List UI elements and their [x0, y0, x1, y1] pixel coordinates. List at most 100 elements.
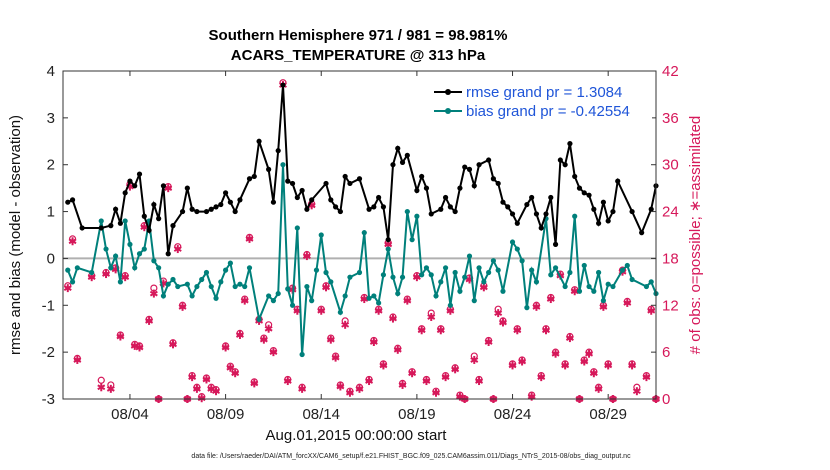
bias-point [294, 225, 300, 231]
bias-point [419, 272, 425, 278]
obs-assimilated-point [102, 270, 111, 279]
rmse-point [127, 178, 133, 184]
obs-assimilated-point [212, 387, 221, 396]
bias-point [529, 267, 535, 273]
bias-point [98, 218, 104, 224]
obs-assimilated-point [604, 361, 613, 370]
rmse-point [514, 220, 520, 226]
obs-assimilated-point [398, 380, 407, 389]
obs-assimilated-point [427, 313, 436, 321]
bias-point [438, 279, 444, 285]
x-tick-label: 08/04 [111, 406, 149, 423]
obs-assimilated-point [632, 387, 641, 396]
bias-point [409, 237, 415, 243]
rmse-point [309, 197, 315, 203]
obs-assimilated-point [388, 314, 397, 323]
obs-assimilated-point [331, 353, 340, 362]
rmse-point [466, 166, 473, 172]
rmse-point [113, 206, 119, 212]
rmse-point [615, 178, 621, 184]
rmse-point [156, 216, 162, 222]
obs-assimilated-point [226, 363, 235, 372]
obs-assimilated-point [642, 373, 651, 382]
obs-assimilated-point [422, 377, 431, 386]
y-tick-label: -2 [42, 344, 55, 361]
legend: rmse grand pr = 1.3084 bias grand pr = -… [430, 76, 652, 123]
rmse-point [218, 201, 224, 208]
rmse-point [538, 225, 544, 231]
rmse-point [266, 166, 272, 172]
rmse-point [256, 138, 262, 144]
bias-point [246, 265, 253, 271]
rmse-point [399, 159, 406, 165]
rmse-point [98, 225, 104, 231]
y-right-tick-label: 24 [662, 204, 679, 221]
bias-point [117, 279, 123, 285]
bias-point [524, 305, 530, 311]
rmse-point [447, 204, 453, 210]
obs-assimilated-point [235, 330, 244, 339]
bias-point [605, 281, 611, 287]
obs-assimilated-point [169, 340, 177, 349]
bias-point [132, 265, 138, 271]
obs-assimilated-point [365, 377, 374, 386]
rmse-point [275, 148, 281, 154]
rmse-point [639, 230, 645, 236]
bias-point [361, 230, 367, 236]
rmse-point [576, 185, 583, 191]
rmse-point [414, 187, 420, 194]
y-right-tick-label: 42 [662, 63, 679, 80]
rmse-point [462, 164, 468, 170]
bias-point [457, 288, 463, 294]
obs-assimilated-point [188, 373, 197, 382]
bias-point [466, 253, 473, 259]
bias-point [591, 288, 597, 294]
bias-point [170, 276, 176, 283]
bias-point [313, 267, 320, 273]
bias-point [103, 246, 109, 252]
bias-point [476, 265, 482, 271]
rmse-point [600, 199, 606, 205]
obs-assimilated-point [345, 388, 354, 397]
bias-point [356, 269, 363, 276]
rmse-point [69, 197, 76, 203]
rmse-point [213, 204, 219, 210]
bias-point [199, 276, 205, 283]
obs-assimilated-point [259, 335, 268, 344]
obs-assimilated-point [446, 306, 455, 315]
bias-point [266, 293, 272, 299]
bias-point [629, 276, 635, 283]
obs-assimilated-point [63, 284, 72, 293]
bias-point [175, 283, 181, 290]
obs-assimilated-point [341, 320, 350, 329]
rmse-point [270, 199, 277, 205]
bias-point [89, 269, 95, 276]
bias-point [74, 265, 80, 271]
plot-area [63, 71, 656, 399]
x-tick-label: 08/24 [494, 406, 532, 423]
obs-assimilated-point [116, 332, 125, 341]
rmse-point [648, 206, 654, 212]
rmse-point [146, 227, 152, 233]
bias-point [113, 253, 119, 259]
rmse-point [227, 199, 233, 205]
bias-point [160, 293, 167, 299]
bias-point [567, 269, 573, 276]
rmse-point [280, 82, 286, 88]
obs-assimilated-point [369, 337, 378, 346]
rmse-point [438, 206, 444, 212]
y-right-tick-label: 18 [662, 250, 679, 267]
bias-point [376, 300, 382, 306]
bias-point [380, 272, 387, 278]
bias-point [285, 286, 291, 292]
rmse-point [419, 173, 425, 180]
rmse-point [428, 211, 434, 217]
obs-assimilated-point [451, 365, 460, 374]
rmse-point [495, 180, 501, 187]
rmse-point [562, 162, 568, 168]
obs-assimilated-point [121, 273, 130, 282]
obs-assimilated-point [202, 375, 211, 384]
obs-assimilated-point [130, 341, 139, 350]
x-tick-label: 08/14 [302, 406, 340, 423]
obs-assimilated-point [379, 361, 388, 370]
